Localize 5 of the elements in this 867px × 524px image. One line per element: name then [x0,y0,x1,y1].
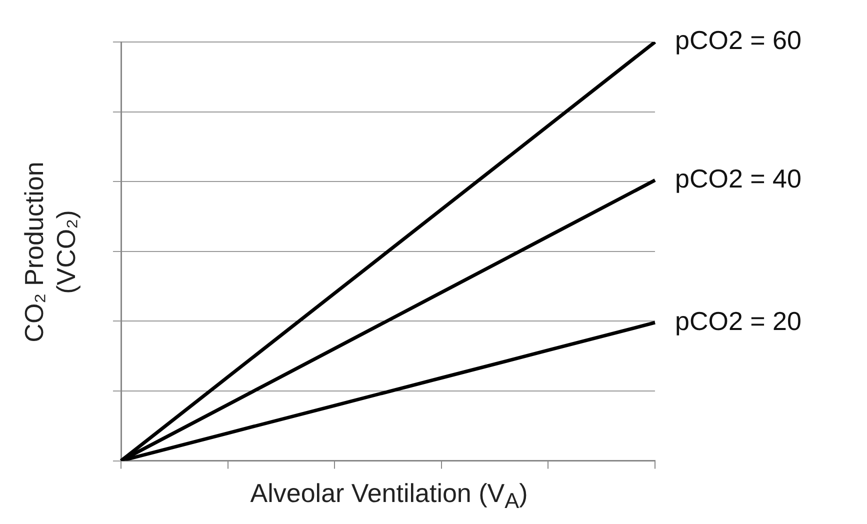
series-label: pCO2 = 20 [675,306,802,336]
y-axis-title: CO₂ Production (VCO₂) [18,160,82,344]
x-axis-title: Alveolar Ventilation (V$_{A}$) [249,478,529,514]
series-label: pCO2 = 40 [675,163,802,194]
series-label: pCO2 = 60 [675,25,802,56]
